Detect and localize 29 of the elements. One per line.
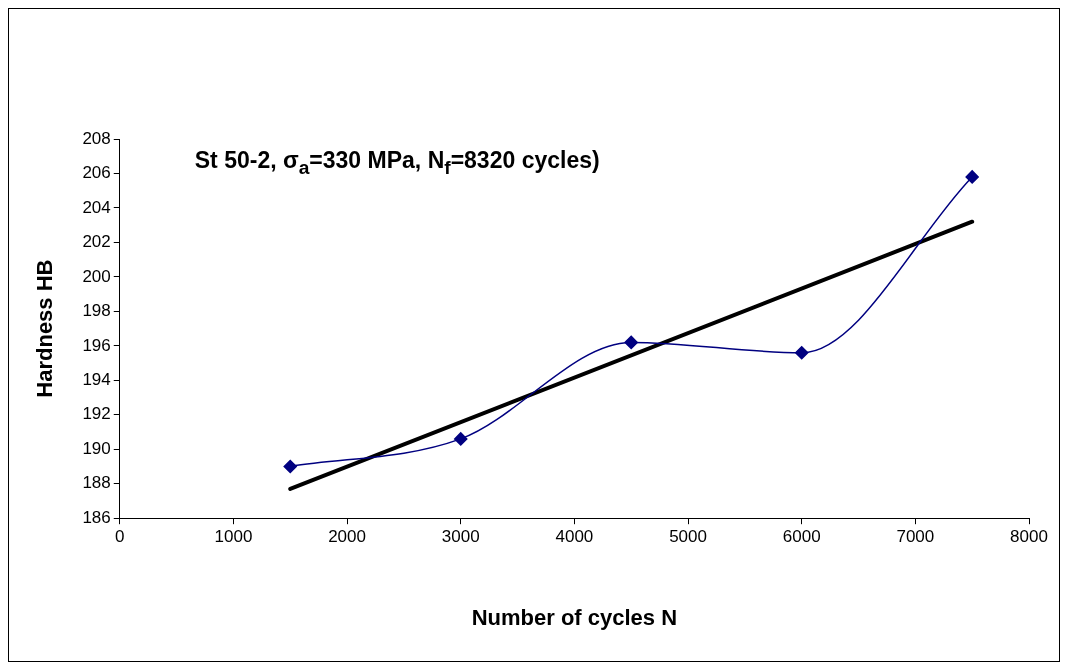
y-tick-label: 206 [82, 163, 111, 183]
text: St 50-2, σ$_{a}$=330 MPa, N$_{f}$=8320 cycles) [194, 147, 600, 179]
point [283, 459, 297, 474]
x-tick-label: 1000 [214, 527, 253, 547]
y-tick-label: 202 [82, 232, 111, 252]
y-tick-label: 198 [82, 301, 111, 321]
x-tick-label: 8000 [1010, 527, 1048, 547]
point [794, 345, 809, 360]
y-tick-label: 196 [82, 335, 111, 355]
point [624, 335, 638, 350]
y-tick-label: 190 [82, 438, 111, 458]
x-tick-label: 5000 [669, 527, 707, 547]
y-axis-title: Hardness HB [32, 259, 58, 398]
y-tick-label: 200 [82, 266, 111, 286]
y-tick-label: 194 [82, 370, 111, 389]
x-tick-label: 3000 [441, 527, 480, 547]
x-tick-label: 7000 [896, 527, 935, 547]
point [965, 170, 979, 184]
point [453, 432, 468, 446]
x-tick-label: 0 [115, 527, 125, 547]
x-axis-title: Number of cycles N [471, 604, 678, 630]
x-tick-label: 2000 [328, 527, 366, 547]
y-tick-label: 208 [82, 128, 111, 148]
x-tick-label: 4000 [555, 527, 594, 547]
y-tick-label: 188 [82, 473, 111, 493]
y-tick-label: 204 [82, 197, 111, 217]
y-tick-label: 192 [82, 404, 111, 424]
x-tick-label: 6000 [782, 527, 821, 547]
y-tick-label: 186 [82, 507, 111, 527]
